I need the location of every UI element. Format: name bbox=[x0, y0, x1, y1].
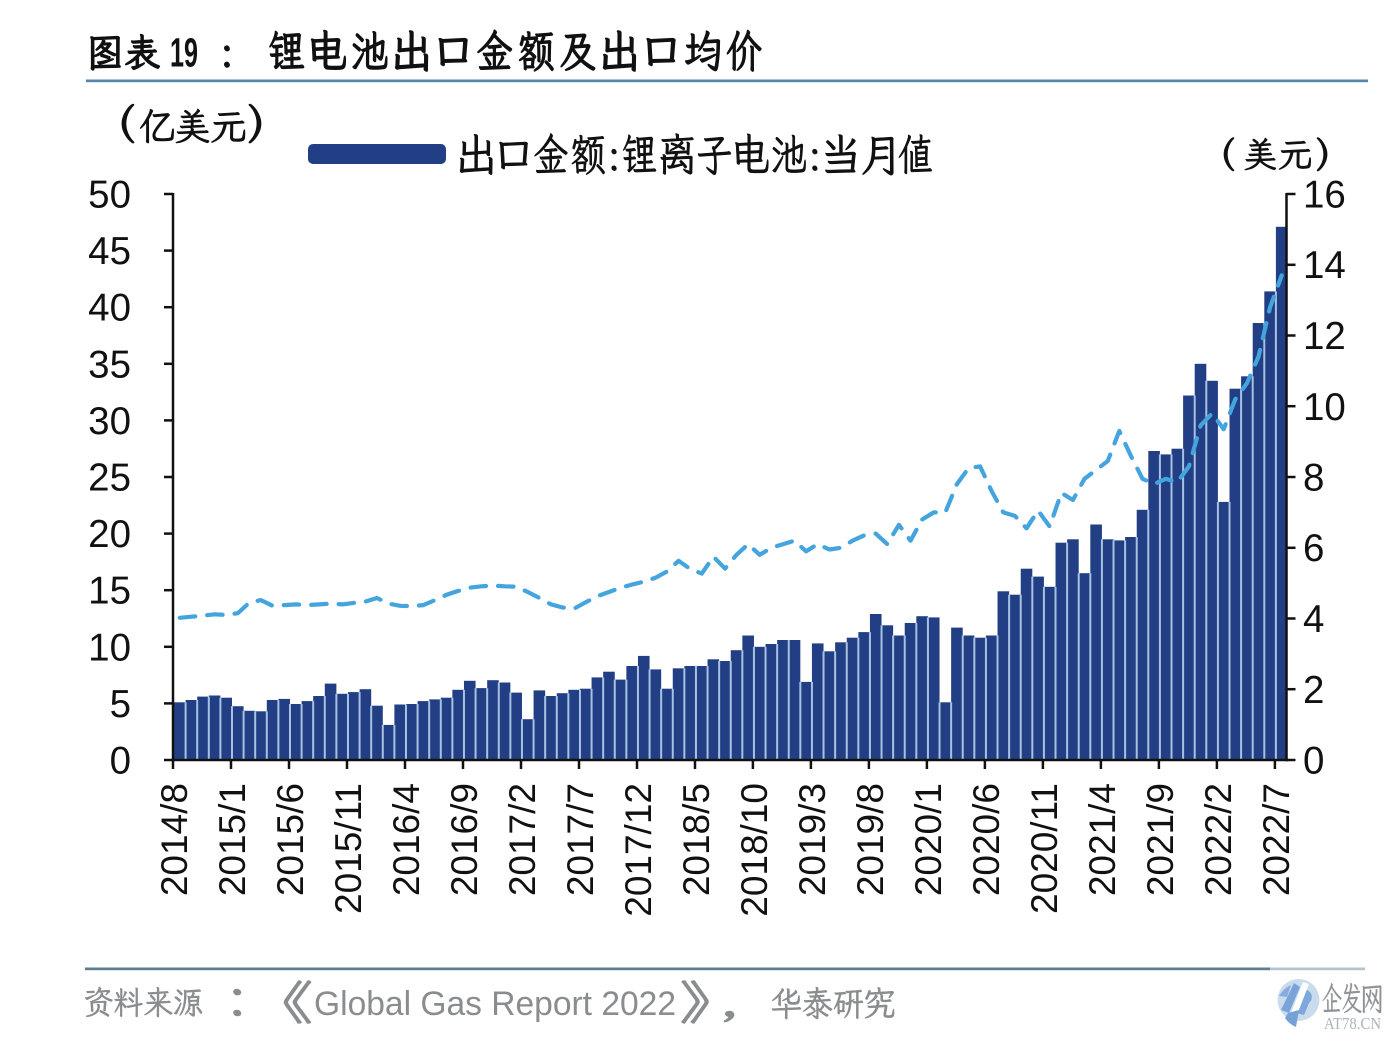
svg-text:2019/8: 2019/8 bbox=[850, 783, 891, 896]
svg-text:AT78.CN: AT78.CN bbox=[1324, 1014, 1381, 1033]
svg-text:45: 45 bbox=[88, 230, 131, 273]
svg-text:8: 8 bbox=[1303, 457, 1324, 500]
svg-text:20: 20 bbox=[88, 513, 131, 556]
svg-text:0: 0 bbox=[110, 740, 131, 783]
svg-text:2017/12: 2017/12 bbox=[618, 783, 659, 917]
svg-text:40: 40 bbox=[88, 287, 131, 330]
svg-text:4: 4 bbox=[1303, 598, 1324, 641]
svg-text:2018/5: 2018/5 bbox=[676, 783, 717, 896]
svg-text:0: 0 bbox=[1303, 740, 1324, 783]
svg-text:2022/7: 2022/7 bbox=[1256, 783, 1297, 896]
svg-text:2014/8: 2014/8 bbox=[154, 783, 195, 896]
svg-text:15: 15 bbox=[88, 570, 131, 613]
svg-text:6: 6 bbox=[1303, 527, 1324, 570]
svg-text:10: 10 bbox=[1303, 386, 1346, 429]
svg-text:2020/11: 2020/11 bbox=[1024, 783, 1065, 914]
svg-text:2015/11: 2015/11 bbox=[328, 783, 369, 914]
svg-text:2017/7: 2017/7 bbox=[560, 783, 601, 896]
svg-text:16: 16 bbox=[1303, 174, 1346, 217]
svg-text:2021/9: 2021/9 bbox=[1140, 783, 1181, 896]
svg-text:35: 35 bbox=[88, 343, 131, 386]
svg-text:2017/2: 2017/2 bbox=[502, 783, 543, 896]
svg-text:50: 50 bbox=[88, 174, 131, 217]
svg-text:2020/6: 2020/6 bbox=[966, 783, 1007, 896]
svg-text:Global Gas Report 2022: Global Gas Report 2022 bbox=[314, 985, 676, 1023]
svg-text:2015/6: 2015/6 bbox=[270, 783, 311, 896]
svg-text:10: 10 bbox=[88, 626, 131, 669]
svg-text:2022/2: 2022/2 bbox=[1198, 783, 1239, 896]
svg-text:2015/1: 2015/1 bbox=[212, 783, 253, 896]
svg-text:2020/1: 2020/1 bbox=[908, 783, 949, 896]
svg-text:14: 14 bbox=[1303, 244, 1346, 287]
svg-text:2019/3: 2019/3 bbox=[792, 783, 833, 896]
svg-text:2: 2 bbox=[1303, 669, 1324, 712]
svg-text:12: 12 bbox=[1303, 315, 1346, 358]
svg-text:25: 25 bbox=[88, 457, 131, 500]
svg-text:2021/4: 2021/4 bbox=[1082, 783, 1123, 896]
svg-text:2016/4: 2016/4 bbox=[386, 783, 427, 896]
svg-text:2016/9: 2016/9 bbox=[444, 783, 485, 896]
svg-text:5: 5 bbox=[110, 683, 131, 726]
svg-text:30: 30 bbox=[88, 400, 131, 443]
svg-text:19: 19 bbox=[170, 30, 198, 76]
svg-text:2018/10: 2018/10 bbox=[734, 783, 775, 917]
